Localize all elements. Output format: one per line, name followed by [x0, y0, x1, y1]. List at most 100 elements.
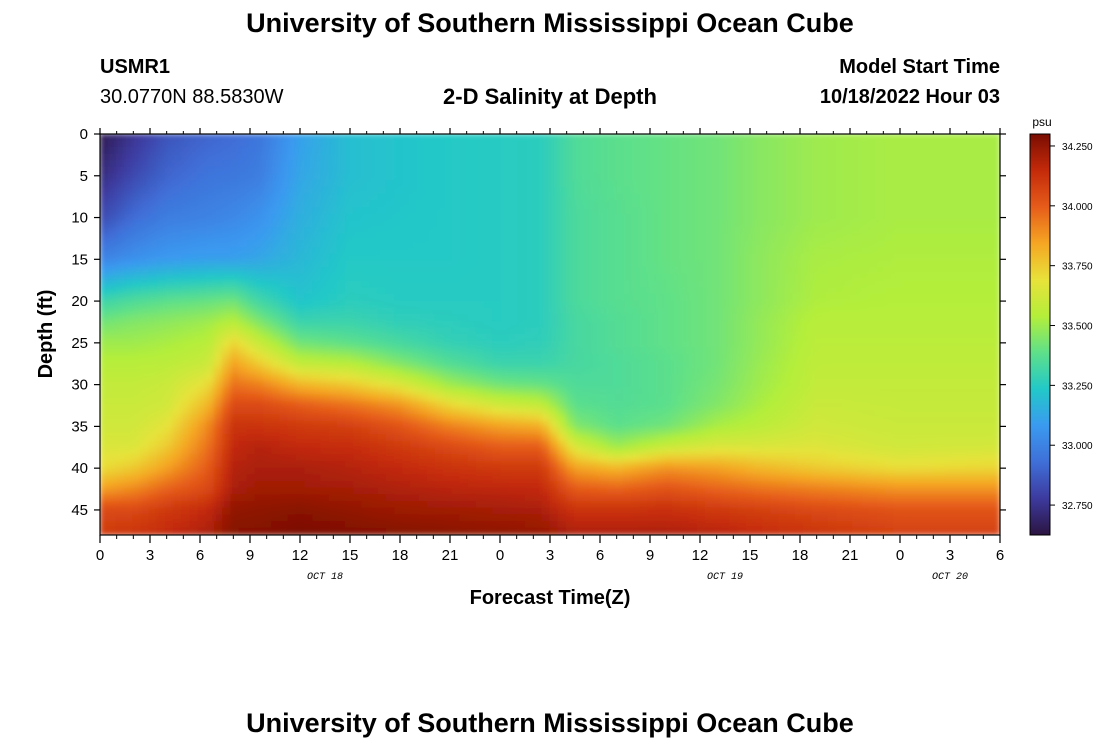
heatmap-cell — [524, 313, 535, 322]
heatmap-cell — [647, 220, 657, 229]
heatmap-cell — [214, 481, 224, 489]
heatmap-cell — [164, 134, 175, 142]
heatmap-cell — [704, 521, 715, 529]
heatmap-cell — [271, 173, 281, 182]
heatmap-cell — [156, 307, 166, 315]
heatmap-cell — [246, 487, 256, 496]
heatmap-cell — [606, 134, 616, 142]
heatmap-cell — [549, 134, 559, 142]
heatmap-cell — [647, 454, 657, 462]
heatmap-cell — [721, 334, 731, 342]
heatmap-cell — [524, 253, 535, 262]
heatmap-cell — [696, 307, 706, 315]
heatmap-cell — [197, 247, 207, 255]
heatmap-cell — [279, 213, 289, 222]
heatmap-cell — [336, 180, 346, 188]
heatmap-cell — [271, 487, 281, 496]
heatmap-cell — [312, 420, 322, 429]
heatmap-cell — [606, 267, 616, 275]
heatmap-cell — [533, 521, 543, 529]
heatmap-cell — [434, 507, 445, 516]
heatmap-cell — [443, 240, 453, 249]
heatmap-cell — [320, 467, 330, 476]
heatmap-cell — [582, 360, 592, 369]
heatmap-cell — [484, 354, 494, 362]
heatmap-cell — [385, 200, 396, 209]
heatmap-cell — [320, 487, 330, 496]
heatmap-cell — [451, 507, 461, 516]
heatmap-cell — [484, 287, 494, 295]
heatmap-cell — [631, 427, 641, 436]
heatmap-cell — [304, 300, 314, 309]
heatmap-cell — [672, 233, 682, 242]
heatmap-cell — [173, 134, 183, 142]
heatmap-cell — [443, 253, 453, 262]
heatmap-cell — [745, 273, 756, 282]
heatmap-cell — [148, 460, 158, 469]
heatmap-cell — [426, 287, 436, 295]
heatmap-cell — [770, 474, 780, 483]
heatmap-cell — [565, 414, 576, 422]
heatmap-cell — [639, 247, 649, 255]
heatmap-cell — [451, 374, 461, 382]
heatmap-cell — [377, 180, 387, 188]
heatmap-cell — [475, 347, 486, 356]
heatmap-cell — [639, 146, 649, 155]
heatmap-cell — [238, 173, 248, 182]
heatmap-cell — [631, 447, 641, 456]
heatmap-cell — [549, 273, 559, 282]
heatmap-cell — [672, 213, 682, 222]
heatmap-cell — [696, 494, 706, 503]
heatmap-cell — [164, 227, 175, 235]
heatmap-cell — [369, 374, 379, 382]
heatmap-cell — [124, 481, 134, 489]
heatmap-cell — [451, 387, 461, 396]
heatmap-cell — [181, 334, 191, 342]
heatmap-cell — [254, 186, 265, 195]
heatmap-cell — [287, 434, 297, 442]
heatmap-cell — [680, 367, 690, 376]
heatmap-cell — [189, 400, 199, 409]
heatmap-cell — [729, 527, 739, 535]
heatmap-cell — [410, 220, 420, 229]
heatmap-cell — [680, 334, 690, 342]
heatmap-cell — [647, 267, 657, 275]
heatmap-cell — [197, 521, 207, 529]
heatmap-cell — [475, 374, 486, 382]
heatmap-cell — [148, 427, 158, 436]
heatmap-cell — [696, 240, 706, 249]
heatmap-cell — [574, 146, 584, 155]
heatmap-cell — [704, 481, 715, 489]
heatmap-cell — [263, 173, 273, 182]
heatmap-cell — [655, 313, 666, 322]
heatmap-cell — [721, 140, 731, 148]
heatmap-cell — [614, 213, 625, 222]
heatmap-cell — [295, 347, 306, 356]
heatmap-cell — [713, 267, 723, 275]
heatmap-cell — [418, 414, 428, 422]
heatmap-cell — [410, 180, 420, 188]
heatmap-cell — [197, 507, 207, 516]
heatmap-cell — [574, 227, 584, 235]
heatmap-cell — [320, 474, 330, 483]
heatmap-cell — [745, 193, 756, 202]
heatmap-cell — [173, 334, 183, 342]
heatmap-cell — [222, 300, 232, 309]
heatmap-cell — [295, 380, 306, 389]
heatmap-cell — [754, 507, 764, 516]
heatmap-cell — [533, 347, 543, 356]
heatmap-cell — [574, 487, 584, 496]
heatmap-cell — [655, 347, 666, 356]
heatmap-cell — [713, 340, 723, 349]
heatmap-cell — [304, 240, 314, 249]
heatmap-cell — [353, 507, 363, 516]
heatmap-cell — [230, 240, 240, 249]
heatmap-cell — [205, 460, 216, 469]
heatmap-cell — [238, 407, 248, 416]
heatmap-cell — [377, 467, 387, 476]
heatmap-cell — [238, 494, 248, 503]
heatmap-cell — [729, 427, 739, 436]
heatmap-cell — [467, 193, 477, 202]
heatmap-cell — [467, 454, 477, 462]
heatmap-cell — [214, 374, 224, 382]
